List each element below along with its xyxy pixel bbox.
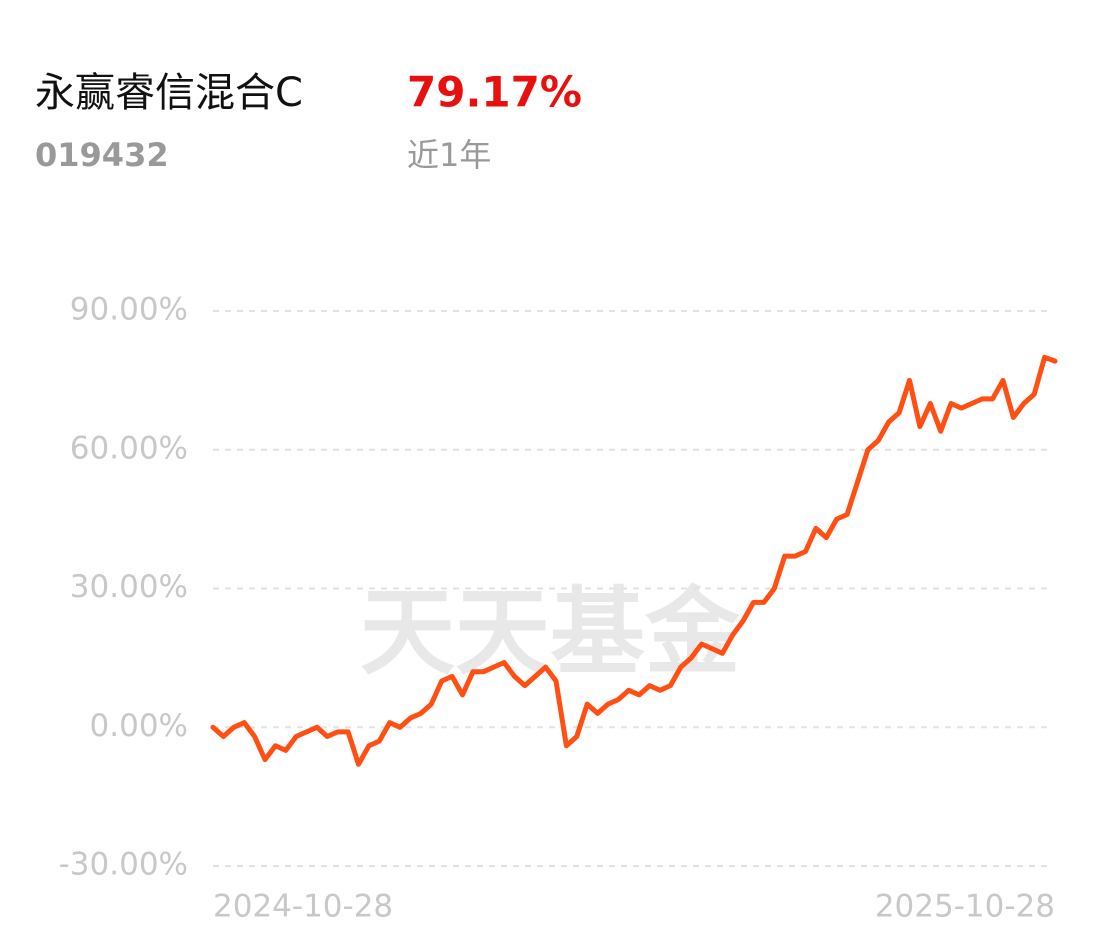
x-tick-label: 2024-10-28 [213,889,393,925]
line-series [210,354,1058,767]
y-tick-label: 0.00% [90,708,188,744]
fund-name: 永赢睿信混合C [35,70,303,116]
y-tick-label: 30.00% [70,569,188,605]
fund-return: 79.17% [407,68,582,117]
x-tick-label: 2025-10-28 [875,889,1055,925]
y-tick-label: 60.00% [70,430,188,466]
y-tick-label: 90.00% [70,292,188,328]
period-label: 近1年 [407,136,491,174]
y-tick-label: -30.00% [59,847,188,883]
fund-code: 019432 [35,136,169,174]
